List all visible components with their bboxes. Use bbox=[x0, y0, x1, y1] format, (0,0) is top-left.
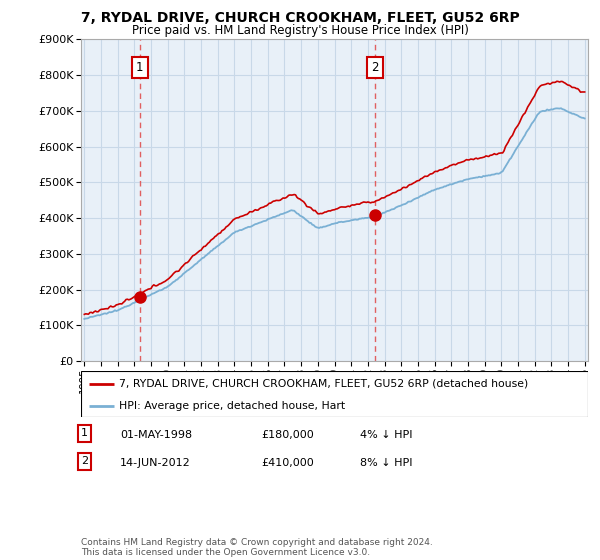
Text: 2: 2 bbox=[81, 456, 88, 466]
Text: £180,000: £180,000 bbox=[261, 430, 314, 440]
Text: 01-MAY-1998: 01-MAY-1998 bbox=[120, 430, 192, 440]
Text: 1: 1 bbox=[81, 428, 88, 438]
Text: 14-JUN-2012: 14-JUN-2012 bbox=[120, 458, 191, 468]
FancyBboxPatch shape bbox=[81, 371, 588, 417]
Text: 7, RYDAL DRIVE, CHURCH CROOKHAM, FLEET, GU52 6RP: 7, RYDAL DRIVE, CHURCH CROOKHAM, FLEET, … bbox=[80, 11, 520, 25]
Text: HPI: Average price, detached house, Hart: HPI: Average price, detached house, Hart bbox=[119, 401, 345, 410]
Text: 1: 1 bbox=[136, 62, 143, 74]
Text: Contains HM Land Registry data © Crown copyright and database right 2024.
This d: Contains HM Land Registry data © Crown c… bbox=[81, 538, 433, 557]
Text: £410,000: £410,000 bbox=[261, 458, 314, 468]
Text: 7, RYDAL DRIVE, CHURCH CROOKHAM, FLEET, GU52 6RP (detached house): 7, RYDAL DRIVE, CHURCH CROOKHAM, FLEET, … bbox=[119, 379, 528, 389]
Text: 8% ↓ HPI: 8% ↓ HPI bbox=[360, 458, 413, 468]
Text: 2: 2 bbox=[371, 62, 379, 74]
Text: 4% ↓ HPI: 4% ↓ HPI bbox=[360, 430, 413, 440]
Text: Price paid vs. HM Land Registry's House Price Index (HPI): Price paid vs. HM Land Registry's House … bbox=[131, 24, 469, 36]
